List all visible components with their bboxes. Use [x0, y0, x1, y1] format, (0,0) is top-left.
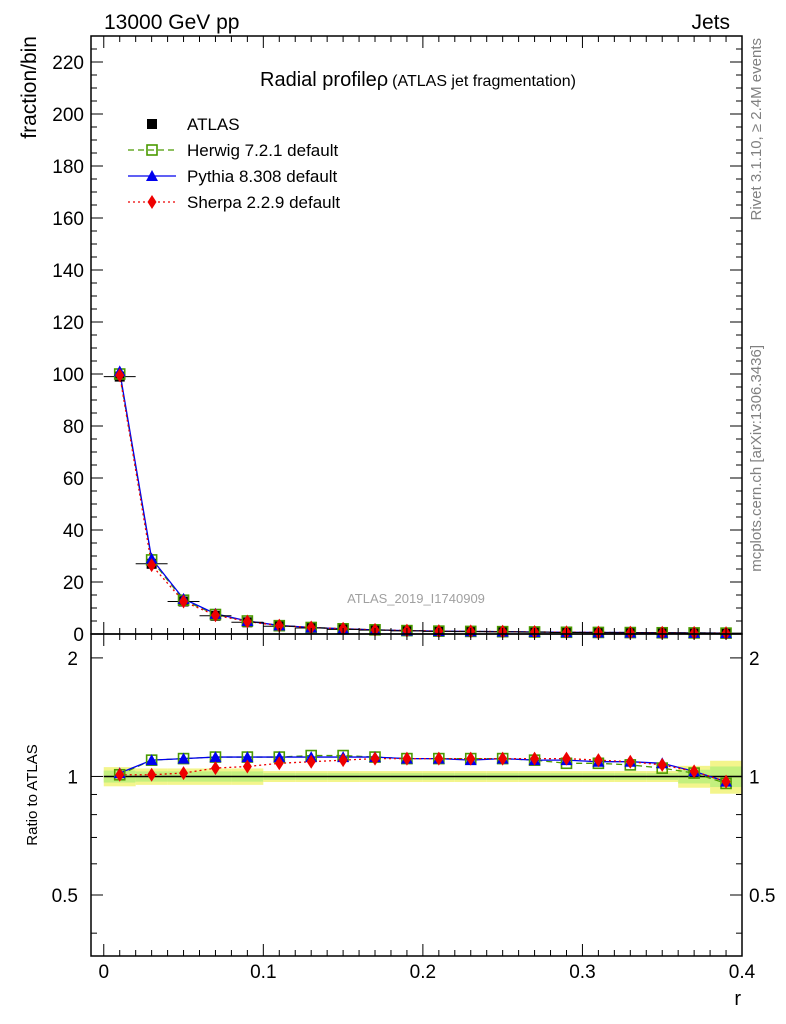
sherpa-point-ratio: [115, 767, 125, 782]
y-tick-label-main: 160: [52, 209, 84, 230]
axes: 0 0.1 0.2 0.3 0.4 0 20 40 60 80 100 120 140 160 180 200…: [52, 35, 775, 983]
y-tick-label-ratio: 0.5: [52, 886, 78, 907]
sherpa-point-ratio: [274, 756, 284, 771]
sherpa-point-ratio: [625, 754, 635, 769]
y-tick-label-main: 140: [52, 261, 84, 282]
sherpa-point-main: [179, 594, 189, 609]
pythia-point-ratio: [241, 751, 254, 763]
y-tick-label-main: 0: [73, 625, 84, 646]
y-tick-label-main: 40: [63, 521, 84, 542]
x-tick-label: 0.4: [729, 962, 756, 983]
ratio-series-markers: [113, 749, 733, 790]
sherpa-point-ratio: [498, 751, 508, 766]
y-tick-label-main: 120: [52, 313, 84, 334]
legend-marker-atlas: [147, 119, 157, 129]
chart-title-sub: (ATLAS jet fragmentation): [392, 73, 576, 90]
ratio-uncertainty-band: [103, 760, 742, 794]
y-tick-label-ratio: 1: [67, 767, 78, 788]
ratio-plot-frame: [90, 633, 743, 957]
sherpa-point-main: [274, 618, 284, 633]
y-tick-label-main: 80: [63, 417, 84, 438]
pythia-point-ratio: [145, 754, 158, 766]
y-tick-label-main: 180: [52, 157, 84, 178]
y-tick-label-ratio-right: 2: [749, 649, 760, 670]
sherpa-point-ratio: [657, 757, 667, 772]
sherpa-point-ratio: [530, 751, 540, 766]
y-tick-label-main: 220: [52, 53, 84, 74]
sherpa-point-ratio: [434, 751, 444, 766]
y-tick-label-main: 60: [63, 469, 84, 490]
analysis-watermark: ATLAS_2019_I1740909: [347, 591, 485, 606]
pythia-point-ratio: [209, 751, 222, 763]
legend-label-pythia: Pythia 8.308 default: [187, 167, 338, 186]
y-tick-label-main: 200: [52, 105, 84, 126]
sherpa-point-ratio: [147, 767, 157, 782]
sherpa-point-main: [147, 558, 157, 573]
sherpa-point-ratio: [338, 753, 348, 768]
x-tick-label: 0.3: [569, 962, 595, 983]
legend-label-sherpa: Sherpa 2.2.9 default: [187, 193, 340, 212]
sherpa-point-main: [306, 620, 316, 635]
side-label-mcplots: mcplots.cern.ch [arXiv:1306.3436]: [748, 345, 765, 572]
legend-label-herwig: Herwig 7.2.1 default: [187, 141, 338, 160]
sherpa-point-ratio: [210, 761, 220, 776]
sherpa-point-ratio: [593, 753, 603, 768]
sherpa-point-main: [115, 368, 125, 383]
sherpa-point-ratio: [721, 774, 731, 789]
header-right: Jets: [691, 11, 730, 34]
y-tick-label-main: 100: [52, 365, 84, 386]
x-tick-label: 0.1: [250, 962, 276, 983]
chart-title-main: Radial profileρ: [260, 69, 388, 91]
sherpa-point-ratio: [370, 751, 380, 766]
legend-marker-sherpa: [147, 195, 157, 209]
legend-label-atlas: ATLAS: [187, 115, 240, 134]
sherpa-point-ratio: [179, 766, 189, 781]
sherpa-point-ratio: [402, 751, 412, 766]
x-tick-label: 0: [98, 962, 109, 983]
pythia-point-ratio: [177, 752, 190, 764]
side-label-rivet: Rivet 3.1.10, ≥ 2.4M events: [748, 38, 765, 221]
ylabel-main: fraction/bin: [18, 36, 41, 139]
header-left: 13000 GeV pp: [104, 11, 239, 34]
sherpa-point-main: [210, 608, 220, 623]
xlabel: r: [734, 988, 741, 1010]
legend: ATLAS Herwig 7.2.1 default Pythia 8.308 de…: [128, 115, 340, 212]
y-tick-label-ratio-right: 1: [749, 767, 760, 788]
sherpa-point-ratio: [306, 754, 316, 769]
legend-marker-pythia: [146, 170, 158, 181]
y-tick-label-main: 20: [63, 573, 84, 594]
y-tick-label-ratio: 2: [67, 649, 78, 670]
sherpa-point-ratio: [561, 751, 571, 766]
sherpa-point-ratio: [466, 751, 476, 766]
sherpa-point-ratio: [689, 764, 699, 779]
sherpa-point-ratio: [242, 759, 252, 774]
x-tick-label: 0.2: [410, 962, 436, 983]
chart-title: Radial profileρ (ATLAS jet fragmentation): [260, 69, 576, 91]
ylabel-ratio: Ratio to ATLAS: [24, 744, 41, 845]
legend-marker-herwig: [146, 144, 158, 156]
y-tick-label-ratio-right: 0.5: [749, 886, 775, 907]
sherpa-point-main: [242, 614, 252, 629]
